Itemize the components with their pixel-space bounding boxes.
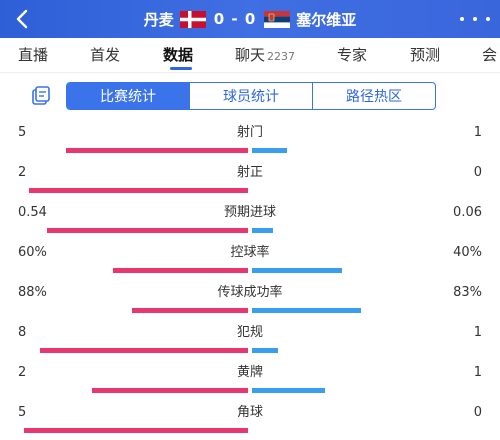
- stat-home-value: 2: [18, 165, 27, 180]
- tab-live[interactable]: 直播: [18, 46, 49, 64]
- tab-chat-count: 2237: [267, 50, 296, 63]
- stat-row: 2 黄牌 1: [0, 365, 500, 405]
- tab-member[interactable]: 会: [482, 46, 498, 64]
- stat-away-bar: [252, 388, 325, 393]
- tab-lineup[interactable]: 首发: [90, 46, 121, 64]
- stat-row: 5 射门 1: [0, 125, 500, 165]
- stat-away-value: 83%: [453, 285, 482, 300]
- segment-heat-map[interactable]: 路径热区: [346, 89, 402, 105]
- stat-row: 5 角球 0: [0, 405, 500, 440]
- stat-away-value: 0: [473, 165, 482, 180]
- tab-stats[interactable]: 数据: [163, 46, 194, 64]
- stat-home-bar: [113, 268, 248, 273]
- tab-bar: 直播 首发 数据 聊天 2237 专家 预测 会: [0, 38, 500, 73]
- tab-expert[interactable]: 专家: [337, 46, 368, 64]
- more-dots-icon: [460, 17, 464, 21]
- stat-home-value: 60%: [18, 245, 47, 260]
- serbia-flag-icon: [264, 10, 291, 28]
- home-team-name: 丹麦: [143, 10, 174, 29]
- stat-home-value: 5: [18, 405, 27, 420]
- more-button[interactable]: [460, 9, 490, 29]
- stat-away-bar: [252, 228, 273, 233]
- top-bar: 丹麦 0 - 0 塞尔维亚: [0, 0, 500, 38]
- stat-label: 控球率: [230, 245, 270, 260]
- stat-away-bar: [252, 308, 361, 313]
- stat-label: 射正: [236, 165, 263, 180]
- stat-away-value: 1: [473, 325, 482, 340]
- stat-home-value: 0.54: [18, 205, 47, 220]
- clipboard-button[interactable]: [30, 85, 52, 107]
- stat-away-value: 0.06: [453, 205, 482, 220]
- denmark-flag-icon: [179, 10, 206, 28]
- stat-row: 88% 传球成功率 83%: [0, 285, 500, 325]
- stat-away-value: 0: [473, 405, 482, 420]
- match-score: 0 - 0: [213, 10, 257, 28]
- tab-chat[interactable]: 聊天 2237: [235, 44, 295, 65]
- segment-match-stats[interactable]: 比赛统计: [67, 83, 190, 109]
- stat-away-value: 1: [473, 125, 482, 140]
- stat-home-value: 2: [18, 365, 27, 380]
- stat-row: 8 犯规 1: [0, 325, 500, 365]
- stat-home-bar: [66, 148, 248, 153]
- stat-home-bar: [24, 428, 248, 433]
- stat-home-bar: [40, 348, 248, 353]
- stat-label: 射门: [236, 125, 263, 140]
- clipboard-icon: [32, 86, 50, 105]
- stat-home-value: 88%: [18, 285, 47, 300]
- back-button[interactable]: [6, 3, 38, 35]
- stat-away-value: 1: [473, 365, 482, 380]
- stat-label: 预期进球: [223, 205, 276, 220]
- tab-predict[interactable]: 预测: [410, 46, 441, 64]
- stat-home-bar: [92, 388, 248, 393]
- stat-home-bar: [29, 188, 248, 193]
- stat-away-bar: [252, 148, 287, 153]
- stat-home-value: 8: [18, 325, 27, 340]
- stat-row: 2 射正 0: [0, 165, 500, 205]
- stat-home-bar: [47, 228, 248, 233]
- stat-away-bar: [252, 348, 278, 353]
- stat-label: 角球: [236, 405, 263, 420]
- stat-away-value: 40%: [453, 245, 482, 260]
- match-title: 丹麦 0 - 0 塞尔维亚: [0, 0, 500, 38]
- stat-label: 传球成功率: [217, 285, 283, 300]
- stats-segmented-control: 比赛统计 球员统计 路径热区: [66, 82, 436, 110]
- stat-home-bar: [132, 308, 248, 313]
- away-team-name: 塞尔维亚: [296, 10, 357, 29]
- stat-label: 犯规: [236, 325, 263, 340]
- chevron-left-icon: [16, 9, 28, 29]
- stat-label: 黄牌: [236, 365, 263, 380]
- stat-away-bar: [252, 268, 342, 273]
- segment-player-stats[interactable]: 球员统计: [190, 83, 313, 109]
- stat-row: 0.54 预期进球 0.06: [0, 205, 500, 245]
- active-tab-indicator: [170, 67, 192, 70]
- tab-chat-label: 聊天: [235, 46, 266, 64]
- stat-home-value: 5: [18, 125, 27, 140]
- stat-row: 60% 控球率 40%: [0, 245, 500, 285]
